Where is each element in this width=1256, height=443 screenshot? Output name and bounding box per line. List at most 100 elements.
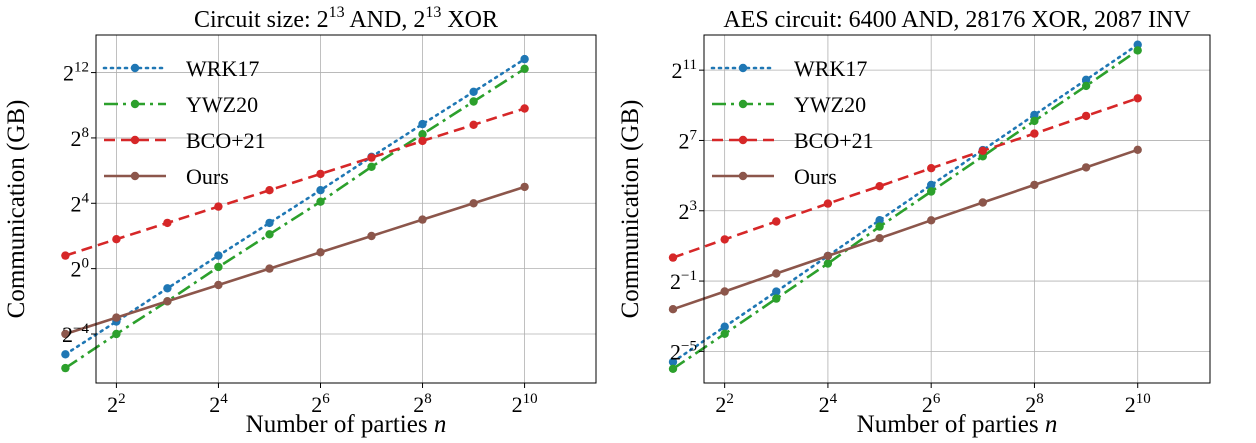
data-point-ywz20 (772, 294, 781, 303)
data-point-wrk17 (418, 119, 427, 129)
x-tick-label: 24 (209, 391, 228, 417)
data-point-bco+21 (927, 164, 936, 173)
data-point-ours (316, 248, 325, 257)
plot-frame (95, 34, 597, 384)
legend-marker-ywz20 (738, 99, 748, 109)
x-tick-label: 210 (1125, 391, 1151, 417)
data-point-ours (1133, 145, 1142, 154)
data-point-bco+21 (668, 253, 678, 262)
data-point-ywz20 (875, 222, 884, 231)
data-point-ywz20 (927, 187, 936, 196)
data-point-ours (978, 198, 987, 207)
x-tick-label: 210 (512, 391, 538, 417)
data-point-ours (520, 182, 529, 192)
data-point-wrk17 (265, 218, 274, 228)
data-point-ywz20 (418, 130, 427, 139)
data-point-bco+21 (418, 136, 427, 146)
series-line-ywz20 (672, 49, 1139, 370)
data-point-wrk17 (668, 357, 678, 367)
data-point-wrk17 (61, 350, 70, 359)
x-tick-label: 28 (1025, 391, 1044, 417)
data-point-bco+21 (1030, 129, 1039, 138)
legend-marker-bco+21 (130, 135, 140, 145)
data-point-ywz20 (61, 363, 70, 373)
data-point-ywz20 (823, 259, 833, 268)
data-point-wrk17 (1081, 75, 1091, 85)
legend-label-ywz20: YWZ20 (186, 92, 258, 117)
data-point-wrk17 (927, 180, 936, 190)
data-point-ours (265, 264, 274, 273)
data-point-bco+21 (469, 120, 478, 129)
legend-label-ours: Ours (186, 164, 229, 189)
data-point-ywz20 (720, 329, 729, 338)
y-tick-label: 212 (63, 60, 89, 86)
series-line-bco+21 (672, 97, 1139, 259)
data-point-wrk17 (1030, 110, 1039, 120)
series-line-ours (672, 148, 1139, 311)
legend-marker-bco+21 (738, 135, 748, 145)
data-point-ours (772, 269, 781, 278)
legend-label-wrk17: WRK17 (794, 56, 867, 81)
data-point-ours (418, 215, 427, 224)
legend-marker-ours (130, 171, 140, 181)
data-point-bco+21 (1081, 111, 1091, 121)
data-point-ours (1081, 163, 1091, 172)
y-tick-label: 28 (71, 125, 90, 151)
data-point-ours (163, 297, 172, 306)
legend-marker-ywz20 (130, 99, 140, 109)
data-point-bco+21 (1133, 94, 1142, 103)
x-axis-label: Number of parties n (246, 411, 447, 438)
y-axis-label: Communication (GB) (617, 100, 644, 319)
legend-label-bco+21: BCO+21 (794, 128, 874, 153)
data-point-ywz20 (469, 97, 478, 106)
x-tick-label: 26 (311, 391, 330, 417)
data-point-ours (1030, 180, 1039, 190)
data-point-wrk17 (720, 322, 729, 331)
y-tick-label: 2−5 (670, 338, 697, 364)
legend-marker-ours (738, 171, 748, 181)
series-line-bco+21 (65, 107, 525, 257)
data-point-bco+21 (823, 199, 833, 208)
data-point-wrk17 (163, 284, 172, 293)
series-line-ours (65, 185, 525, 336)
data-point-bco+21 (316, 169, 325, 179)
data-point-ywz20 (214, 262, 223, 272)
plot-frame (703, 34, 1211, 384)
y-tick-label: 2−1 (670, 268, 697, 294)
y-tick-label: 20 (71, 256, 90, 282)
series-line-wrk17 (671, 43, 1139, 364)
chart-right: 22 24 26 28 210 2−5 2−1 23 27 211 AES circuit: 640… (617, 7, 1211, 438)
data-point-ours (927, 216, 936, 225)
legend-marker-wrk17 (130, 63, 140, 73)
chart-left: 22 24 26 28 210 2−4 20 24 28 212 Circuit size: 213… (3, 4, 597, 438)
chart-title: Circuit size: 213 AND, 213 XOR (194, 4, 498, 33)
legend-label-bco+21: BCO+21 (186, 128, 266, 153)
data-point-wrk17 (875, 216, 884, 225)
data-point-bco+21 (875, 182, 884, 191)
y-tick-label: 24 (71, 190, 90, 216)
data-point-ours (668, 305, 678, 314)
data-point-ours (720, 287, 729, 296)
x-tick-label: 22 (715, 391, 734, 417)
data-point-bco+21 (214, 202, 223, 211)
data-point-ywz20 (265, 230, 274, 239)
data-point-bco+21 (978, 146, 987, 155)
y-tick-label: 2−4 (62, 321, 89, 347)
x-axis-label: Number of parties n (857, 411, 1058, 438)
data-point-ours (823, 251, 833, 261)
data-point-bco+21 (772, 217, 781, 226)
data-point-bco+21 (163, 218, 172, 228)
data-point-bco+21 (720, 235, 729, 244)
x-tick-label: 26 (922, 391, 941, 417)
data-point-wrk17 (214, 251, 223, 260)
data-point-ywz20 (1133, 46, 1142, 55)
data-point-ours (875, 234, 884, 243)
data-point-ywz20 (1081, 81, 1091, 91)
x-tick-label: 24 (819, 391, 838, 417)
data-point-ours (61, 329, 70, 339)
data-point-bco+21 (367, 153, 376, 162)
data-point-ywz20 (668, 364, 678, 373)
data-point-bco+21 (112, 235, 121, 244)
data-point-ours (367, 231, 376, 241)
